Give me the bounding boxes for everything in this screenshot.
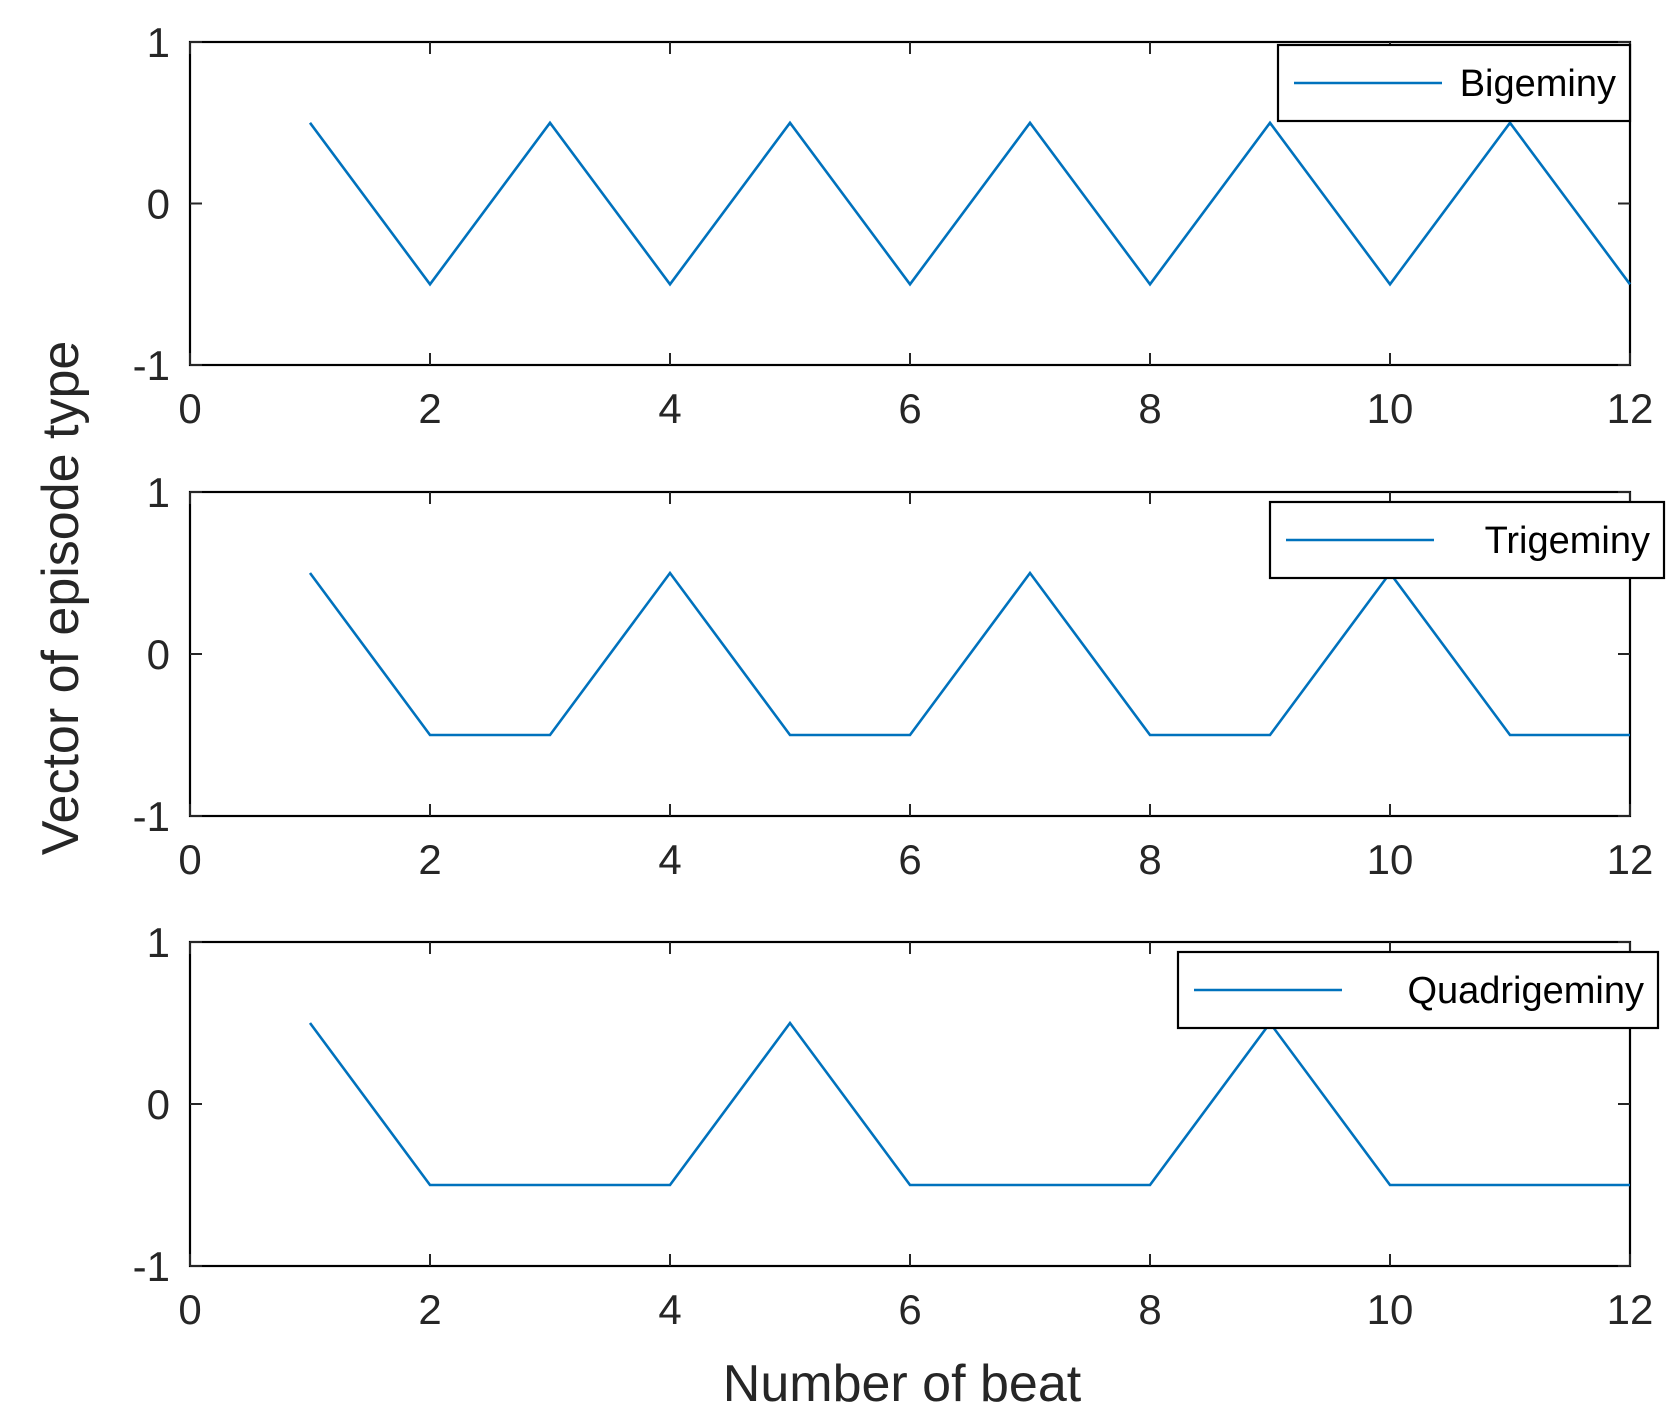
y-tick-label: 1: [147, 19, 170, 66]
legend: Quadrigeminy: [1176, 950, 1660, 1030]
x-tick-label: 2: [418, 1286, 441, 1333]
x-axis-label: Number of beat: [723, 1355, 1082, 1413]
y-tick-label: -1: [133, 342, 170, 389]
x-tick-label: 10: [1367, 836, 1414, 883]
x-tick-label: 8: [1138, 1286, 1161, 1333]
legend: Trigeminy: [1268, 500, 1666, 580]
x-tick-label: 12: [1607, 836, 1654, 883]
x-tick-label: 6: [898, 1286, 921, 1333]
x-tick-label: 4: [658, 385, 681, 432]
y-tick-label: -1: [133, 793, 170, 840]
x-tick-label: 2: [418, 836, 441, 883]
x-tick-label: 12: [1607, 1286, 1654, 1333]
x-tick-label: 10: [1367, 1286, 1414, 1333]
y-tick-label: -1: [133, 1243, 170, 1290]
x-tick-label: 6: [898, 836, 921, 883]
y-tick-label: 1: [147, 919, 170, 966]
legend-label: Quadrigeminy: [1407, 970, 1644, 1012]
x-tick-label: 0: [178, 1286, 201, 1333]
series-line-bigeminy: [308, 120, 1632, 287]
series-line-quadrigeminy: [308, 1020, 1630, 1187]
x-tick-label: 8: [1138, 385, 1161, 432]
y-axis-label: Vector of episode type: [32, 341, 90, 856]
legend-label: Trigeminy: [1485, 520, 1650, 562]
legend: Bigeminy: [1276, 43, 1632, 123]
y-tick-label: 1: [147, 469, 170, 516]
y-tick-label: 0: [147, 1081, 170, 1128]
legend-label: Bigeminy: [1460, 63, 1616, 105]
x-tick-label: 6: [898, 385, 921, 432]
x-tick-label: 4: [658, 836, 681, 883]
x-tick-label: 12: [1607, 385, 1654, 432]
y-tick-label: 0: [147, 181, 170, 228]
x-tick-label: 8: [1138, 836, 1161, 883]
x-tick-label: 2: [418, 385, 441, 432]
x-tick-label: 0: [178, 836, 201, 883]
series-line-trigeminy: [308, 570, 1630, 737]
x-tick-label: 10: [1367, 385, 1414, 432]
x-tick-label: 4: [658, 1286, 681, 1333]
x-tick-label: 0: [178, 385, 201, 432]
y-tick-label: 0: [147, 631, 170, 678]
